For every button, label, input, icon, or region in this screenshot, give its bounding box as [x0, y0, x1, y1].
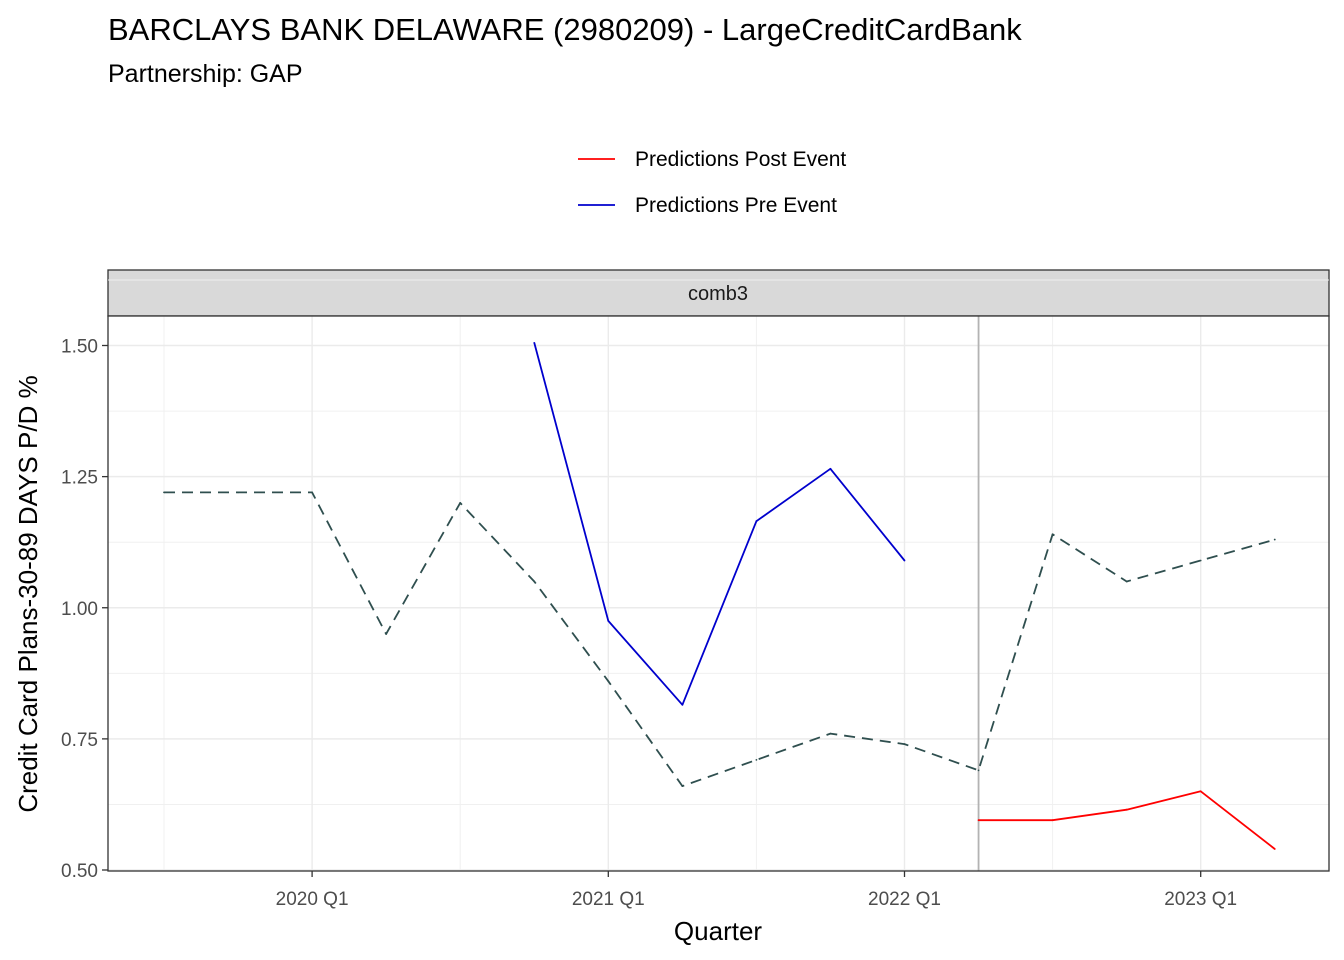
data-point-0-2 — [311, 491, 313, 494]
series-line-1 — [533, 342, 906, 706]
y-tick-label: 0.50 — [61, 861, 98, 882]
data-point-0-3 — [385, 633, 388, 635]
data-point-0-15 — [1273, 538, 1276, 541]
data-point-1-3 — [755, 520, 758, 523]
data-point-2-4 — [1273, 848, 1276, 850]
chart-title: BARCLAYS BANK DELAWARE (2980209) - Large… — [108, 12, 1022, 47]
chart-subtitle: Partnership: GAP — [108, 60, 303, 88]
data-point-2-3 — [1199, 790, 1202, 793]
x-axis: 2020 Q1 2021 Q1 2022 Q1 2023 Q1 — [276, 871, 1237, 910]
x-tick-label: 2021 Q1 — [572, 889, 645, 910]
data-point-0-10 — [903, 743, 906, 746]
data-point-0-9 — [829, 732, 832, 735]
x-tick-label: 2020 Q1 — [276, 889, 349, 910]
data-point-1-5 — [903, 559, 906, 562]
x-tick-label: 2023 Q1 — [1164, 889, 1237, 910]
facet-strip-label: comb3 — [688, 283, 748, 305]
plot-background — [108, 316, 1329, 871]
plot-area — [107, 279, 1330, 872]
data-point-1-0 — [533, 341, 536, 344]
data-point-1-4 — [829, 467, 832, 470]
data-point-0-4 — [459, 501, 462, 504]
data-point-0-14 — [1199, 559, 1202, 562]
facet-strip: comb3 — [107, 269, 1330, 317]
grid-major — [108, 316, 1329, 871]
x-axis-title: Quarter — [674, 916, 762, 946]
data-point-0-11 — [977, 769, 980, 772]
data-point-0-7 — [681, 785, 684, 787]
plot-border — [107, 315, 1330, 872]
y-axis: 0.50 0.75 1.00 1.25 1.50 — [61, 337, 108, 882]
data-point-1-1 — [607, 619, 610, 622]
series-layer — [163, 341, 1276, 850]
data-point-0-0 — [163, 491, 165, 494]
data-point-2-0 — [977, 819, 980, 822]
x-tick-label: 2022 Q1 — [868, 889, 941, 910]
y-tick-label: 0.75 — [61, 730, 98, 751]
legend-label-1: Predictions Pre Event — [635, 194, 837, 217]
data-point-1-2 — [681, 703, 684, 706]
legend-label-0: Predictions Post Event — [635, 148, 846, 171]
facet-strip-background — [107, 269, 1330, 317]
data-point-2-1 — [1051, 819, 1054, 822]
data-point-0-1 — [237, 491, 239, 494]
data-point-0-5 — [533, 580, 536, 583]
legend: Predictions Post Event Predictions Pre Ev… — [578, 148, 846, 217]
data-point-0-12 — [1051, 533, 1054, 536]
y-tick-label: 1.50 — [61, 337, 98, 358]
data-point-0-8 — [755, 758, 758, 761]
y-tick-label: 1.00 — [61, 599, 98, 620]
data-point-0-6 — [607, 680, 610, 683]
data-point-0-13 — [1125, 580, 1128, 583]
data-point-2-2 — [1125, 808, 1128, 811]
y-axis-title: Credit Card Plans-30-89 DAYS P/D % — [13, 375, 43, 812]
y-tick-label: 1.25 — [61, 468, 98, 489]
